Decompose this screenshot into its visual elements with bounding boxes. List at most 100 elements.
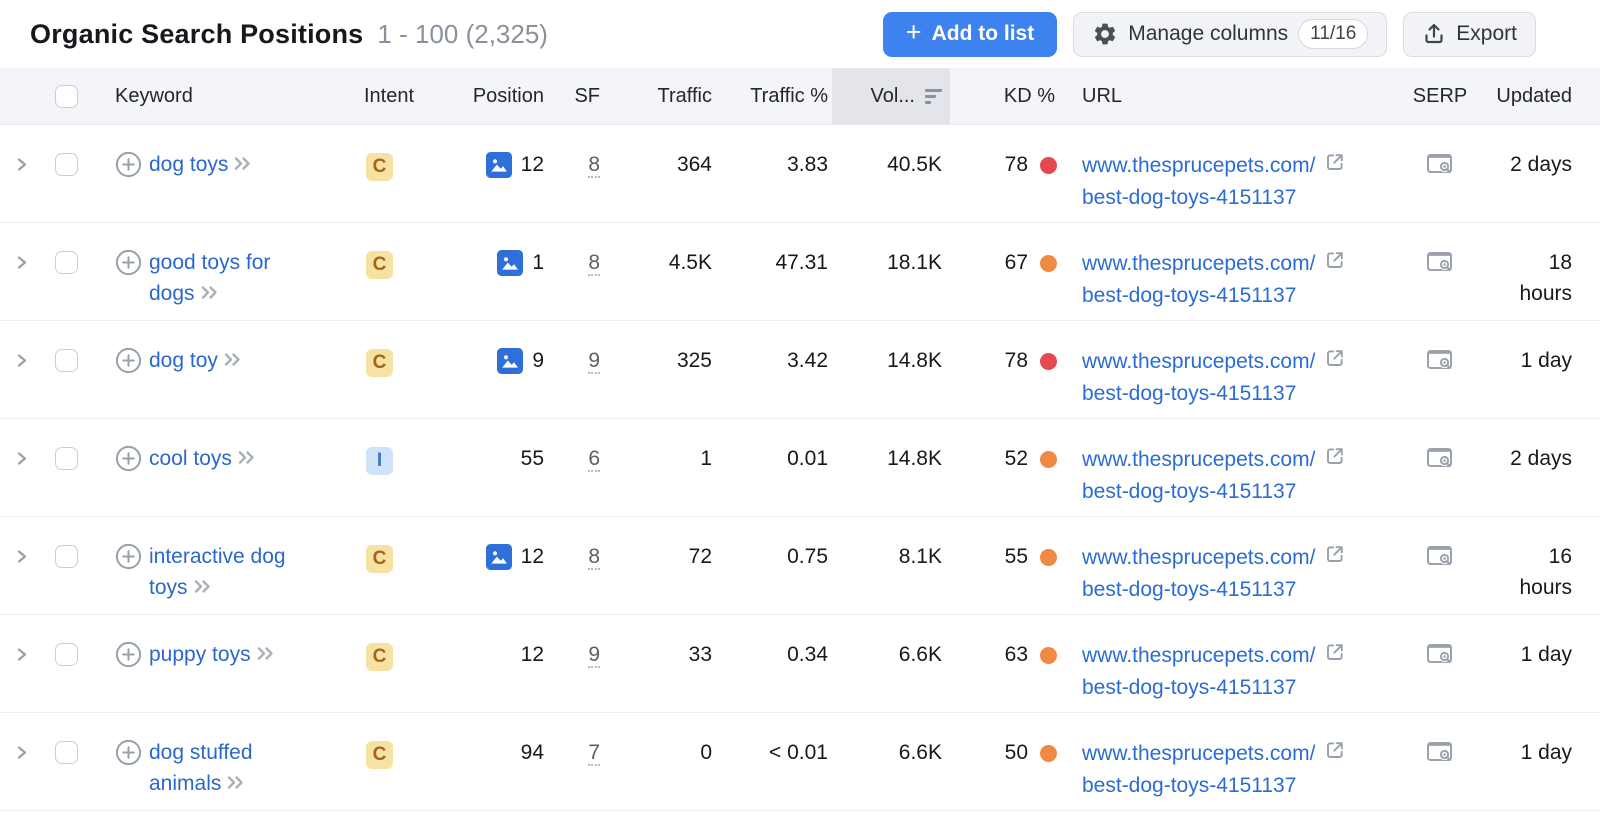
keyword-link[interactable]: dog toy xyxy=(149,349,218,372)
expand-row-button[interactable] xyxy=(0,517,44,565)
intent-badge[interactable]: C xyxy=(366,152,393,181)
row-checkbox[interactable] xyxy=(54,545,78,568)
serp-features-count[interactable]: 9 xyxy=(588,349,600,374)
keyword-link[interactable]: good toys for dogs xyxy=(149,251,271,305)
url-link-line2[interactable]: best-dog-toys-4151137 xyxy=(1082,284,1297,307)
column-header-traffic-pct[interactable]: Traffic % xyxy=(750,85,828,107)
traffic-value: 4.5K xyxy=(668,251,712,274)
kd-value: 52 xyxy=(1004,447,1028,470)
intent-badge[interactable]: I xyxy=(366,446,393,475)
serp-features-count[interactable]: 7 xyxy=(588,741,600,766)
url-link[interactable]: www.thesprucepets.com/ xyxy=(1082,546,1316,569)
serp-preview-icon[interactable] xyxy=(1426,740,1455,774)
keyword-link[interactable]: dog stuffed animals xyxy=(149,741,253,795)
column-header-serp[interactable]: SERP xyxy=(1412,85,1468,107)
external-link-icon[interactable] xyxy=(1324,151,1346,182)
column-header-volume[interactable]: Vol... xyxy=(832,68,950,125)
column-header-traffic[interactable]: Traffic xyxy=(657,85,712,107)
url-link-line2[interactable]: best-dog-toys-4151137 xyxy=(1082,186,1297,209)
external-link-icon[interactable] xyxy=(1324,739,1346,770)
intent-badge[interactable]: C xyxy=(366,740,393,769)
keyword-details-icon[interactable] xyxy=(257,643,274,666)
serp-features-count[interactable]: 8 xyxy=(588,251,600,276)
expand-row-button[interactable] xyxy=(0,321,44,369)
add-keyword-to-list-icon[interactable] xyxy=(115,249,142,309)
column-header-position[interactable]: Position xyxy=(472,85,544,107)
url-link[interactable]: www.thesprucepets.com/ xyxy=(1082,252,1316,275)
row-checkbox[interactable] xyxy=(54,643,78,666)
column-header-kd[interactable]: KD % xyxy=(1003,85,1055,107)
column-header-sf[interactable]: SF xyxy=(574,85,600,107)
external-link-icon[interactable] xyxy=(1324,641,1346,672)
url-link-line2[interactable]: best-dog-toys-4151137 xyxy=(1082,382,1297,405)
add-keyword-to-list-icon[interactable] xyxy=(115,445,142,481)
serp-preview-icon[interactable] xyxy=(1426,250,1455,284)
expand-row-button[interactable] xyxy=(0,419,44,467)
add-keyword-to-list-icon[interactable] xyxy=(115,347,142,383)
keyword-details-icon[interactable] xyxy=(227,772,244,795)
serp-features-count[interactable]: 9 xyxy=(588,643,600,668)
select-all-checkbox[interactable] xyxy=(54,85,78,108)
row-checkbox[interactable] xyxy=(54,349,78,372)
serp-preview-icon[interactable] xyxy=(1426,152,1455,186)
intent-badge[interactable]: C xyxy=(366,642,393,671)
serp-preview-icon[interactable] xyxy=(1426,446,1455,480)
url-link[interactable]: www.thesprucepets.com/ xyxy=(1082,644,1316,667)
row-checkbox[interactable] xyxy=(54,251,78,274)
intent-badge[interactable]: C xyxy=(366,348,393,377)
keyword-details-icon[interactable] xyxy=(194,576,211,599)
column-header-updated[interactable]: Updated xyxy=(1496,85,1572,107)
add-to-list-button[interactable]: + Add to list xyxy=(882,11,1058,57)
keyword-details-icon[interactable] xyxy=(201,282,218,305)
expand-row-button[interactable] xyxy=(0,713,44,761)
row-checkbox[interactable] xyxy=(54,741,78,764)
intent-badge[interactable]: C xyxy=(366,250,393,279)
serp-preview-icon[interactable] xyxy=(1426,544,1455,578)
expand-row-button[interactable] xyxy=(0,615,44,663)
keyword-details-icon[interactable] xyxy=(234,153,251,176)
serp-features-count[interactable]: 8 xyxy=(588,545,600,570)
external-link-icon[interactable] xyxy=(1324,543,1346,574)
external-link-icon[interactable] xyxy=(1324,249,1346,280)
column-header-url[interactable]: URL xyxy=(1082,85,1123,107)
manage-columns-button[interactable]: Manage columns 11/16 xyxy=(1073,11,1388,57)
add-keyword-to-list-icon[interactable] xyxy=(115,641,142,677)
serp-features-count[interactable]: 8 xyxy=(588,153,600,178)
keyword-link[interactable]: interactive dog toys xyxy=(149,545,286,599)
row-checkbox[interactable] xyxy=(54,447,78,470)
serp-preview-icon[interactable] xyxy=(1426,348,1455,382)
add-keyword-to-list-icon[interactable] xyxy=(115,739,142,799)
serp-features-count[interactable]: 6 xyxy=(588,447,600,472)
volume-header-label: Vol... xyxy=(870,85,915,107)
url-link[interactable]: www.thesprucepets.com/ xyxy=(1082,154,1316,177)
row-checkbox[interactable] xyxy=(54,153,78,176)
url-link[interactable]: www.thesprucepets.com/ xyxy=(1082,350,1316,373)
url-link-line2[interactable]: best-dog-toys-4151137 xyxy=(1082,774,1297,797)
url-link-line2[interactable]: best-dog-toys-4151137 xyxy=(1082,578,1297,601)
keyword-details-icon[interactable] xyxy=(238,447,255,470)
column-header-intent[interactable]: Intent xyxy=(364,85,415,107)
url-link-line2[interactable]: best-dog-toys-4151137 xyxy=(1082,676,1297,699)
column-header-keyword[interactable]: Keyword xyxy=(115,85,193,107)
kd-dot xyxy=(1040,451,1057,468)
url-link[interactable]: www.thesprucepets.com/ xyxy=(1082,448,1316,471)
expand-row-button[interactable] xyxy=(0,223,44,271)
url-link[interactable]: www.thesprucepets.com/ xyxy=(1082,742,1316,765)
keyword-link[interactable]: cool toys xyxy=(149,447,232,470)
keyword-link[interactable]: dog toys xyxy=(149,153,229,176)
kd-value: 50 xyxy=(1004,741,1028,764)
serp-preview-icon[interactable] xyxy=(1426,642,1455,676)
external-link-icon[interactable] xyxy=(1324,445,1346,476)
keyword-details-icon[interactable] xyxy=(224,349,241,372)
volume-value: 14.8K xyxy=(887,349,942,372)
add-keyword-to-list-icon[interactable] xyxy=(115,543,142,603)
keyword-link[interactable]: puppy toys xyxy=(149,643,251,666)
position-value: 9 xyxy=(532,349,544,372)
toolbar: Organic Search Positions 1 - 100 (2,325)… xyxy=(0,0,1600,68)
export-button[interactable]: Export xyxy=(1403,11,1536,57)
intent-badge[interactable]: C xyxy=(366,544,393,573)
expand-row-button[interactable] xyxy=(0,125,44,173)
add-keyword-to-list-icon[interactable] xyxy=(115,151,142,187)
url-link-line2[interactable]: best-dog-toys-4151137 xyxy=(1082,480,1297,503)
external-link-icon[interactable] xyxy=(1324,347,1346,378)
